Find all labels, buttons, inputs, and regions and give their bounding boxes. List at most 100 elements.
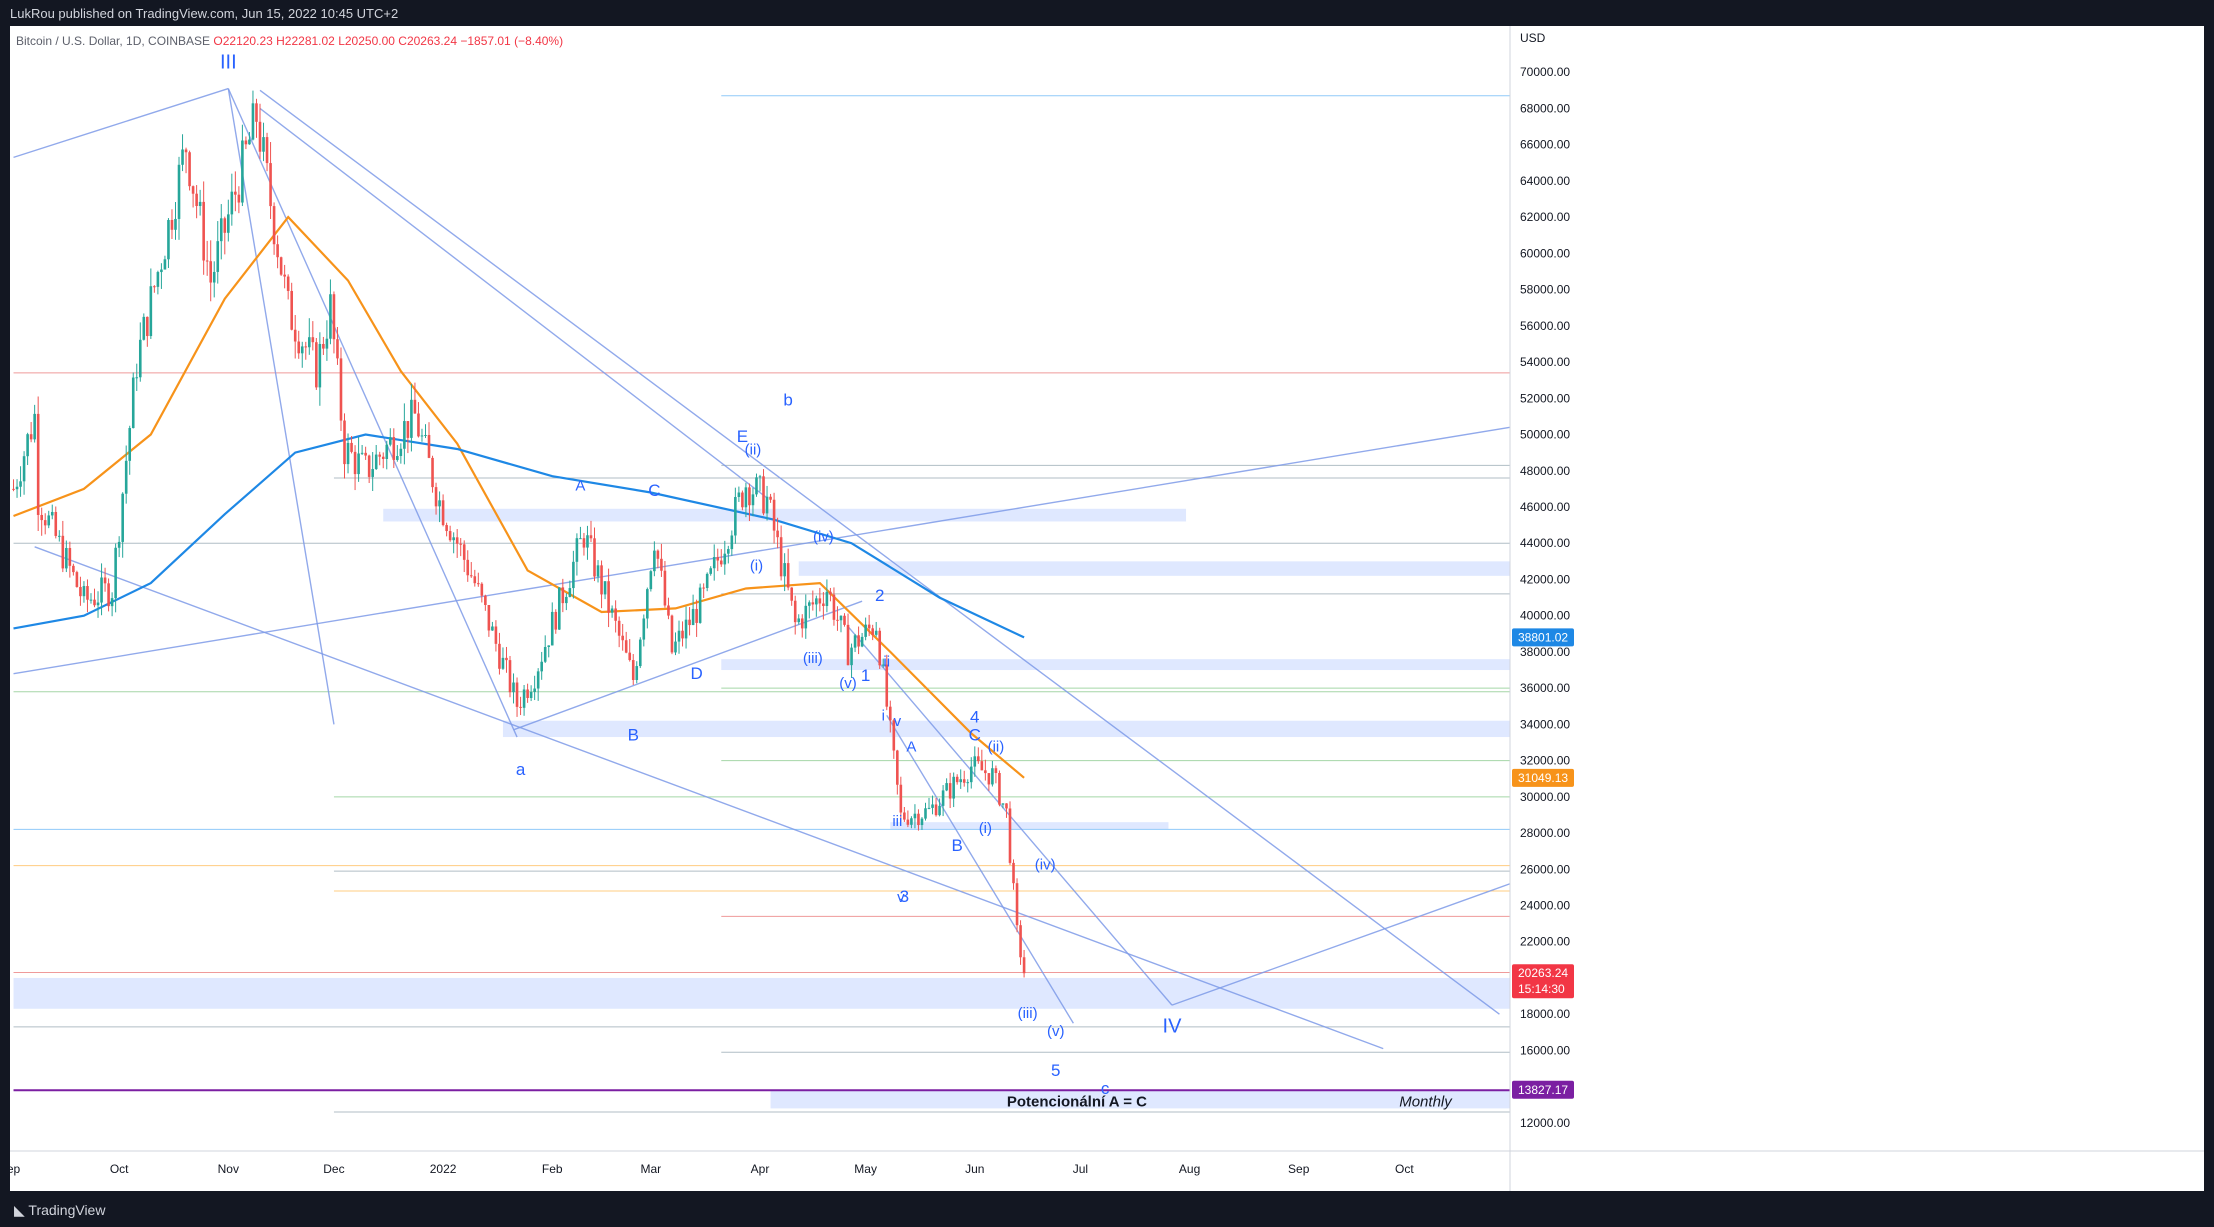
candle-body [656, 550, 660, 559]
candle-body [991, 768, 994, 785]
candle-body [364, 452, 367, 456]
candle-body [512, 682, 515, 693]
wave-label: C [969, 726, 981, 745]
footer-bar: ◣ TradingView [0, 1191, 2214, 1227]
candle-body [688, 619, 691, 626]
candle-body [547, 645, 551, 647]
candle-body [322, 343, 325, 349]
candle-body [741, 492, 744, 508]
candle-body [466, 559, 470, 576]
candle-body [557, 587, 561, 630]
candle-body [19, 481, 22, 487]
candle-body [860, 636, 864, 647]
candle-body [251, 103, 255, 140]
candle-body [346, 442, 350, 465]
time-tick-label: Feb [542, 1162, 563, 1176]
candle-body [198, 201, 202, 207]
candle-body [311, 337, 315, 343]
candle-body [631, 660, 635, 680]
wave-label: c [1101, 1079, 1110, 1098]
candle-body [695, 608, 698, 623]
candle-body [660, 558, 663, 571]
candle-body [304, 346, 308, 348]
candle-body [998, 773, 1001, 805]
tradingview-logo[interactable]: ◣ TradingView [14, 1202, 105, 1219]
candle-body [600, 565, 603, 595]
price-badge-label: 20263.24 [1518, 966, 1568, 980]
candle-body [234, 191, 237, 195]
wave-label: 4 [970, 708, 979, 727]
candle-body [103, 577, 107, 584]
wave-label: E [737, 427, 748, 446]
candle-body [431, 457, 434, 488]
candle-body [12, 488, 15, 490]
candle-body [762, 476, 765, 514]
candle-body [748, 487, 751, 506]
candle-body [455, 537, 459, 544]
candle-body [89, 599, 93, 601]
candle-body [279, 257, 283, 275]
candle-body [614, 608, 617, 621]
publisher-text: LukRou published on TradingView.com, Jun… [10, 6, 399, 21]
candle-body [994, 768, 998, 774]
candle-body [417, 413, 420, 437]
candle-body [561, 587, 565, 604]
candle-body [857, 635, 860, 647]
candle-body [484, 595, 487, 605]
price-badge [1512, 964, 1574, 999]
candle-body [529, 691, 533, 698]
price-tick-label: 30000.00 [1520, 790, 1570, 804]
candle-body [962, 779, 966, 783]
candle-body [779, 537, 783, 577]
candle-body [913, 813, 917, 819]
tradingview-logo-text: TradingView [28, 1202, 106, 1218]
price-badge-label: 31049.13 [1518, 771, 1568, 785]
candle-body [494, 626, 498, 644]
candle-body [248, 139, 251, 145]
candle-body [424, 434, 427, 436]
candle-body [156, 272, 160, 287]
candle-body [572, 561, 575, 589]
time-tick-label: Oct [110, 1162, 129, 1176]
time-tick-label: Dec [323, 1162, 344, 1176]
trend-line [13, 426, 1511, 675]
candle-body [804, 605, 808, 629]
candle-body [727, 549, 730, 554]
candle-body [931, 804, 934, 808]
candle-body [501, 657, 505, 669]
candle-body [1022, 957, 1026, 974]
trend-line [513, 600, 863, 731]
candle-body [864, 624, 867, 637]
support-zone [721, 659, 1510, 671]
price-badge-countdown: 15:14:30 [1518, 982, 1565, 996]
price-tick-label: 62000.00 [1520, 210, 1570, 224]
candle-body [681, 630, 684, 639]
close-value: C20263.24 [398, 34, 457, 48]
candle-body [582, 538, 586, 548]
trend-line [886, 714, 1074, 1024]
candle-body [188, 152, 191, 187]
candle-body [406, 421, 410, 438]
candle-body [716, 557, 720, 561]
time-tick-label: Jul [1073, 1162, 1088, 1176]
candle-body [839, 615, 843, 621]
candle-body [142, 316, 146, 340]
candle-body [885, 664, 889, 707]
candle-body [917, 813, 920, 826]
candle-body [772, 499, 776, 531]
price-tick-label: 32000.00 [1520, 754, 1570, 768]
candle-body [57, 535, 61, 537]
candle-body [515, 682, 519, 707]
candle-body [110, 598, 114, 607]
candle-body [568, 588, 572, 597]
candle-body [86, 586, 89, 600]
candle-body [33, 413, 36, 440]
candle-body [230, 191, 234, 215]
candle-body [117, 541, 121, 548]
currency-label: USD [1520, 31, 1546, 45]
candle-body [452, 537, 455, 541]
candle-body [339, 358, 343, 421]
candle-body [434, 487, 438, 507]
